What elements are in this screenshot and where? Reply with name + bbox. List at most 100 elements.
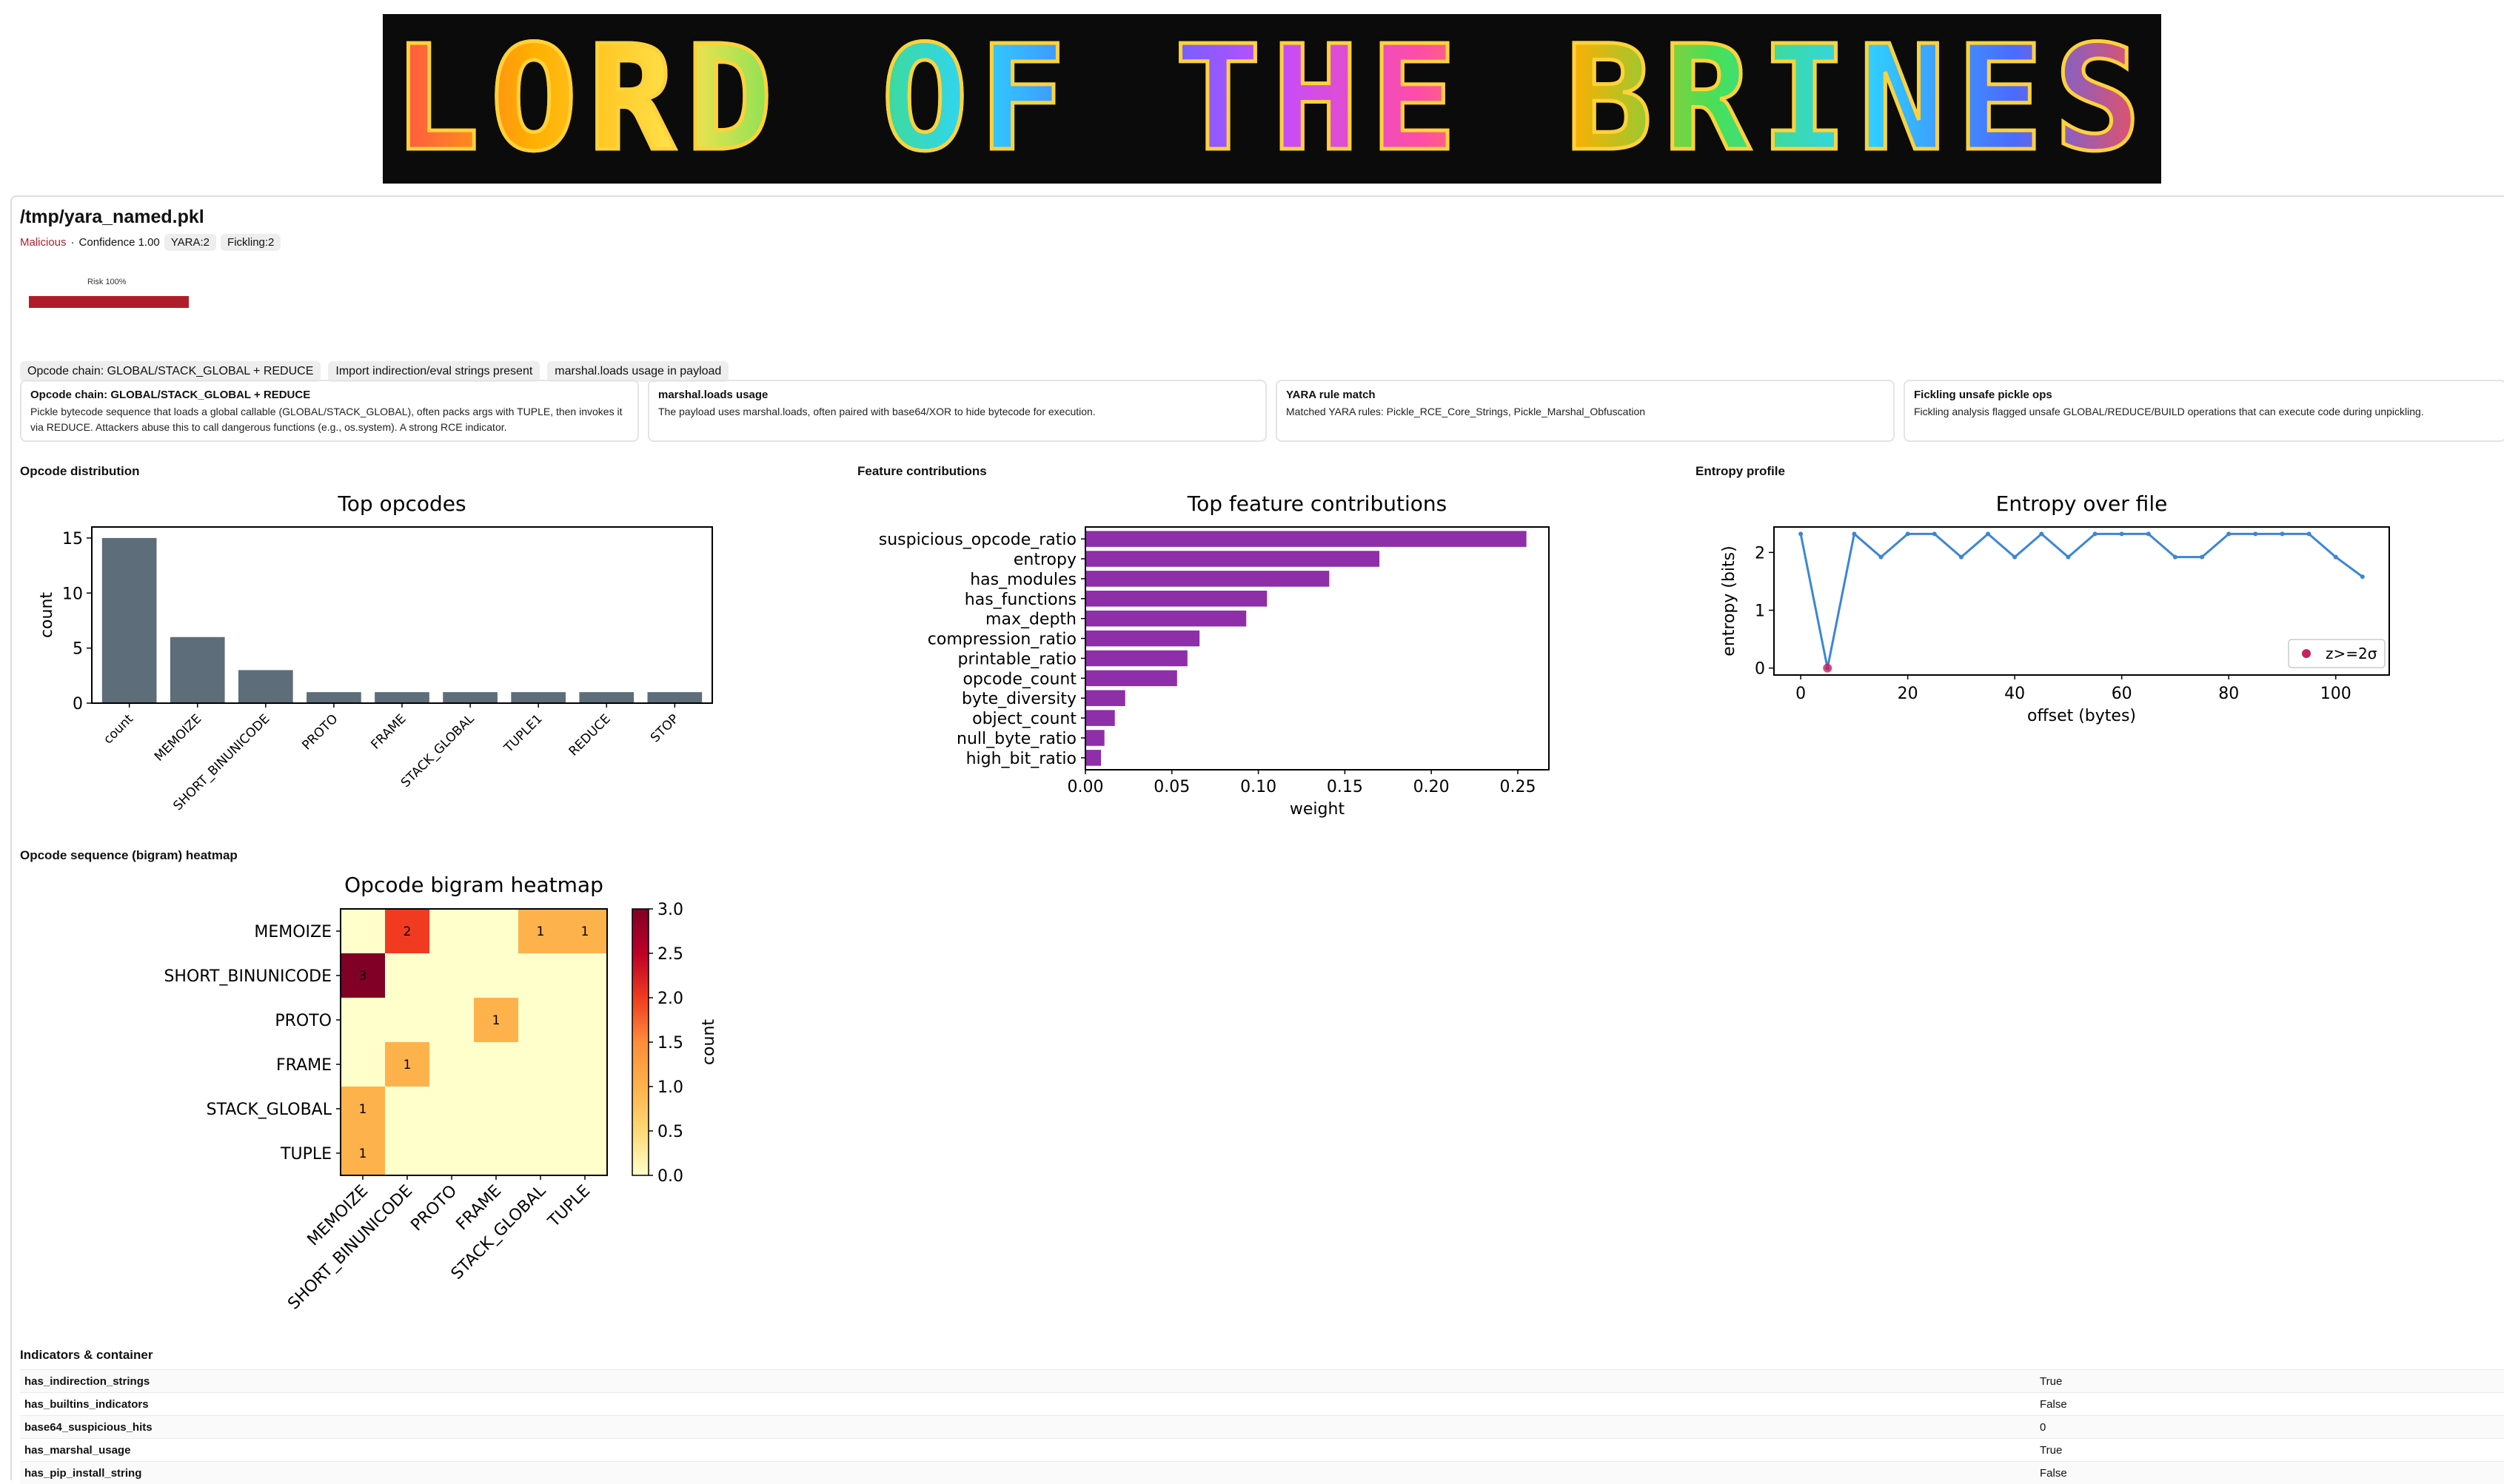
x-tick-label: 0.25 (1499, 778, 1536, 796)
entropy-point (2093, 531, 2098, 536)
heatmap-cell (429, 1131, 474, 1175)
heatmap-cell (563, 998, 607, 1042)
y-tick-label: 1 (1755, 602, 1765, 621)
bar-high-bit-ratio (1085, 750, 1101, 766)
row-label: STACK_GLOBAL (207, 1101, 332, 1119)
finding-card: Fickling unsafe pickle ops Fickling anal… (1904, 380, 2504, 442)
heatmap-cell (518, 1131, 563, 1175)
x-tick-label: PROTO (299, 711, 341, 753)
heatmap-cell (518, 1042, 563, 1087)
cell-value-label: 1 (492, 1013, 501, 1028)
heatmap-cell (474, 1131, 518, 1175)
bar-stack_global (443, 692, 498, 703)
row-label: PROTO (275, 1012, 332, 1030)
finding-card-body: Pickle bytecode sequence that loads a gl… (30, 404, 629, 435)
risk-label: Risk 100% (87, 278, 127, 286)
heatmap-cell (385, 953, 429, 998)
heatmap-cell (341, 998, 385, 1042)
bar-null-byte-ratio (1085, 730, 1105, 746)
y-tick-label: suspicious_opcode_ratio (879, 531, 1077, 549)
entropy-point (2307, 531, 2311, 536)
legend-marker (2302, 649, 2311, 658)
indicator-value: True (2035, 1370, 2504, 1393)
y-tick-label: has_modules (970, 571, 1077, 589)
heatmap-cell (474, 1087, 518, 1131)
entropy-point (2226, 531, 2231, 536)
indicator-value: True (2035, 1439, 2504, 1462)
bar-byte-diversity (1085, 690, 1125, 706)
entropy-point (1879, 555, 1884, 560)
banner-title: LORD OF THE BRINES (383, 14, 2161, 184)
heatmap-cell (429, 1087, 474, 1131)
heatmap-cell (429, 1042, 474, 1087)
colorbar-tick-label: 1.5 (657, 1034, 683, 1052)
bar-entropy (1085, 551, 1379, 567)
section-opcode-distribution: Opcode distribution (20, 464, 140, 479)
y-tick-label: 0 (1755, 660, 1765, 679)
heatmap-cell (563, 1087, 607, 1131)
section-entropy-profile: Entropy profile (1695, 464, 1785, 479)
cell-value-label: 1 (581, 924, 589, 939)
file-path-title: /tmp/yara_named.pkl (20, 207, 204, 228)
chart-title: Entropy over file (1996, 491, 2168, 516)
finding-cards: Opcode chain: GLOBAL/STACK_GLOBAL + REDU… (20, 380, 2504, 442)
y-tick-label: 10 (62, 585, 83, 603)
cell-value-label: 1 (404, 1058, 412, 1072)
tag-marshal-loads: marshal.loads usage in payload (547, 361, 729, 382)
tag-opcode-chain: Opcode chain: GLOBAL/STACK_GLOBAL + REDU… (20, 361, 321, 382)
cell-value-label: 2 (404, 924, 412, 939)
entropy-point (2012, 555, 2017, 560)
x-tick-label: 80 (2218, 685, 2239, 703)
finding-card-body: Matched YARA rules: Pickle_RCE_Core_Stri… (1286, 404, 1884, 420)
heatmap-cell (429, 998, 474, 1042)
finding-card-title: marshal.loads usage (658, 389, 1256, 401)
y-tick-label: has_functions (965, 591, 1077, 609)
x-tick-label: REDUCE (566, 711, 614, 759)
y-tick-label: 0 (73, 695, 83, 714)
risk-bar (29, 296, 189, 308)
entropy-point (1986, 531, 1990, 536)
x-axis-label: weight (1290, 800, 1345, 819)
row-label: MEMOIZE (254, 923, 332, 941)
x-tick-label: 0.05 (1154, 778, 1190, 796)
entropy-point (1906, 531, 1910, 536)
finding-card-body: The payload uses marshal.loads, often pa… (658, 404, 1256, 420)
finding-card-title: YARA rule match (1286, 389, 1884, 401)
finding-card: YARA rule match Matched YARA rules: Pick… (1276, 380, 1895, 442)
bar-opcode-count (1085, 671, 1177, 687)
risk-bar-fill (29, 296, 189, 308)
x-tick-label: count (101, 711, 136, 747)
heatmap-cell (429, 953, 474, 998)
entropy-point (2066, 555, 2070, 560)
cell-value-label: 1 (537, 924, 545, 939)
x-tick-label: 60 (2112, 685, 2132, 703)
row-label: SHORT_BINUNICODE (164, 967, 332, 986)
section-feature-contributions: Feature contributions (857, 464, 987, 479)
verdict-separator: · (71, 236, 75, 249)
y-axis-label: count (38, 592, 56, 638)
heatmap-cell (518, 998, 563, 1042)
heatmap-cell (474, 909, 518, 953)
bar-compression-ratio (1085, 631, 1199, 647)
bar-proto (307, 692, 361, 703)
heatmap-cell (429, 909, 474, 953)
x-tick-label: 0.20 (1413, 778, 1450, 796)
bar-has-functions (1085, 591, 1267, 607)
colorbar-label: count (700, 1019, 718, 1065)
finding-card-title: Fickling unsafe pickle ops (1914, 389, 2496, 401)
x-tick-label: MEMOIZE (152, 711, 204, 764)
y-axis-label: entropy (bits) (1720, 545, 1738, 656)
cell-value-label: 3 (359, 969, 367, 984)
x-tick-label: 0 (1795, 685, 1806, 703)
indicator-value: False (2035, 1393, 2504, 1416)
section-bigram-heatmap: Opcode sequence (bigram) heatmap (20, 848, 238, 863)
colorbar (632, 909, 649, 1175)
finding-card: marshal.loads usage The payload uses mar… (648, 380, 1267, 442)
